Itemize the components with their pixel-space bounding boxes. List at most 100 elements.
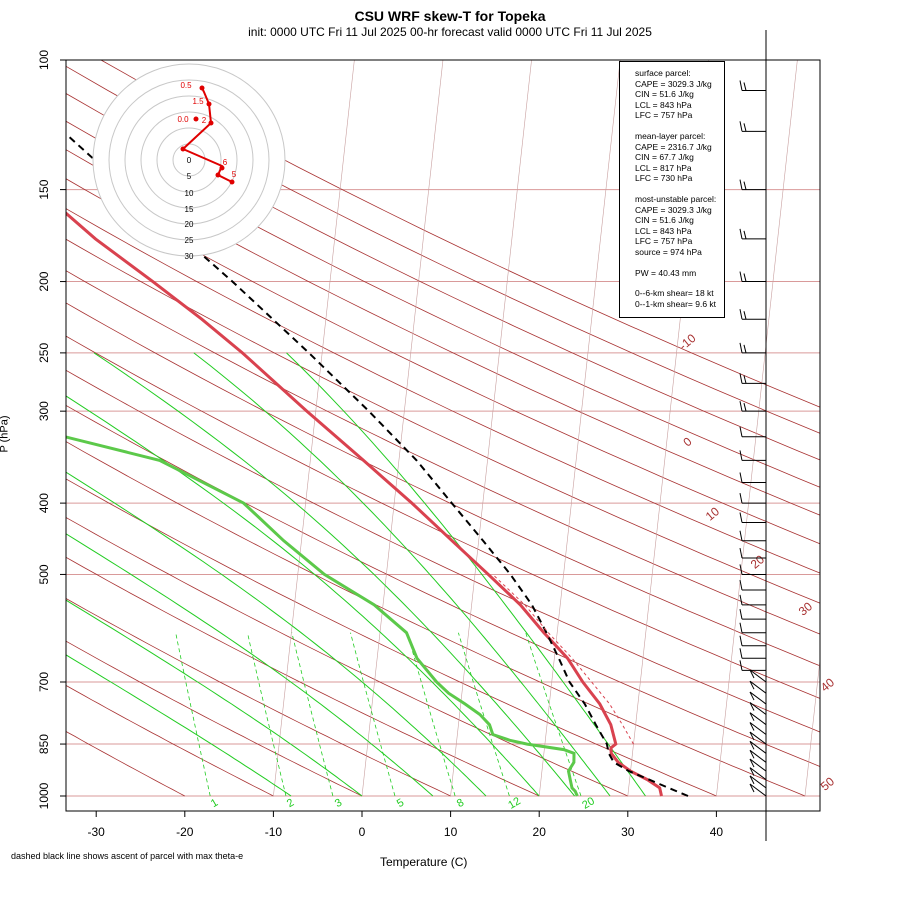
moist-adiabat (286, 352, 646, 797)
y-tick-label: 400 (37, 493, 51, 513)
moist-adiabat (66, 599, 363, 797)
y-axis-label: P (hPa) (0, 415, 11, 452)
surface-lcl: LCL = 843 hPa (635, 99, 692, 110)
mixing-ratio-line (350, 632, 396, 797)
dry-adiabat (66, 730, 185, 797)
wind-barb (749, 702, 767, 715)
mixing-ratio-label: 2 (285, 797, 296, 810)
y-tick-label: 100 (37, 50, 51, 70)
dry-adiabat (66, 178, 820, 545)
x-tick-label: -10 (265, 825, 283, 839)
mixed-layer-lcl: LCL = 817 hPa (635, 162, 692, 173)
wind-barb (739, 594, 766, 606)
dry-adiabat (66, 684, 274, 797)
hodograph-point (206, 101, 212, 107)
wind-barb (739, 228, 766, 240)
mixing-ratio-line (175, 632, 211, 797)
wind-barb (739, 80, 766, 91)
hodograph-ring (92, 63, 286, 257)
moist-adiabat (93, 352, 575, 797)
virtual-temperature-line (492, 574, 634, 745)
isotherm (804, 656, 820, 797)
wind-barb (749, 669, 767, 683)
wind-barb (739, 609, 766, 620)
y-tick-label: 250 (37, 343, 51, 363)
mixing-ratio-line (291, 632, 334, 797)
wind-barb (739, 547, 766, 559)
most-unstable-lcl: LCL = 843 hPa (635, 225, 692, 236)
x-axis-label: Temperature (C) (380, 855, 468, 869)
dry-adiabat (100, 60, 820, 408)
mixing-ratio-label: 1 (209, 797, 220, 810)
dry-adiabat (66, 65, 820, 434)
dry-adiabat (66, 302, 820, 667)
hodograph-point-label: 0.0 (177, 115, 189, 124)
wind-barb (749, 680, 767, 694)
y-tick-label: 150 (37, 179, 51, 199)
dry-adiabat (66, 517, 628, 797)
isotherm (273, 60, 355, 797)
y-tick-label: 700 (37, 672, 51, 692)
surface-lfc: LFC = 757 hPa (635, 110, 693, 121)
wind-barb (749, 749, 767, 763)
parameters-box: surface parcel: CAPE = 3029.3 J/kg CIN =… (619, 61, 725, 318)
hodograph-point (229, 179, 235, 185)
wind-barb (749, 712, 767, 726)
wind-barb (739, 564, 766, 575)
mixing-ratio-line (525, 632, 582, 797)
hodograph-ring-label: 30 (185, 252, 194, 261)
dewpoint-line (66, 435, 579, 797)
isotherm (716, 60, 798, 797)
hodograph-point-label: 5 (232, 170, 237, 179)
shear-0-6km: 0--6-km shear= 18 kt (635, 288, 714, 299)
dry-adiabat (66, 120, 820, 488)
y-tick-label: 1000 (37, 782, 51, 809)
hodograph-ring (108, 79, 270, 241)
wind-barb (749, 740, 767, 754)
mixed-layer-parcel-block: mean-layer parcel: CAPE = 2316.7 J/kg CI… (635, 131, 724, 184)
mixing-ratio-line (458, 632, 510, 797)
mixed-layer-parcel-header: mean-layer parcel: (635, 130, 706, 141)
wind-barb (749, 722, 767, 735)
mixing-ratio-label: 3 (333, 797, 344, 810)
dry-adiabat (66, 238, 820, 604)
most-unstable-lfc: LFC = 757 hPa (635, 236, 693, 247)
surface-cin: CIN = 51.6 J/kg (635, 89, 694, 100)
most-unstable-cape: CAPE = 3029.3 J/kg (635, 204, 712, 215)
dry-adiabat (66, 640, 363, 797)
wind-barb (739, 648, 766, 659)
hodograph-ring-label: 0 (187, 156, 192, 165)
wind-barb (739, 472, 766, 483)
dry-adiabat (66, 149, 820, 516)
chart-title: CSU WRF skew-T for Topeka (354, 8, 546, 24)
wind-barb (739, 179, 766, 191)
most-unstable-source: source = 974 hPa (635, 246, 702, 257)
mixing-ratio-label: 20 (580, 795, 597, 812)
moist-adiabat (193, 352, 611, 797)
wind-barb (739, 622, 766, 634)
x-tick-label: 30 (621, 825, 635, 839)
wind-barb (739, 660, 766, 671)
isotherm-label: 10 (703, 504, 722, 524)
isotherm (538, 60, 621, 797)
most-unstable-cin: CIN = 51.6 J/kg (635, 215, 694, 226)
mixing-ratio-label: 5 (395, 797, 406, 810)
hodograph-point-label: 2 (202, 116, 207, 125)
mixing-ratio-label: 8 (455, 797, 466, 810)
isotherm-label: 0 (680, 434, 694, 449)
y-tick-label: 300 (37, 401, 51, 421)
wind-barb (749, 783, 767, 797)
surface-parcel-header: surface parcel: (635, 68, 691, 78)
wind-barb (739, 271, 766, 283)
wind-barb (749, 731, 767, 745)
isotherm-label: 40 (818, 675, 837, 695)
hodograph-point-label: 6 (223, 158, 228, 167)
moist-adiabat (66, 654, 292, 797)
plot-frame (65, 59, 821, 812)
wind-barb (749, 758, 767, 772)
mixed-layer-cin: CIN = 67.7 J/kg (635, 152, 694, 163)
x-tick-label: -30 (88, 825, 106, 839)
wind-barb (739, 450, 766, 461)
isotherm (894, 60, 900, 796)
